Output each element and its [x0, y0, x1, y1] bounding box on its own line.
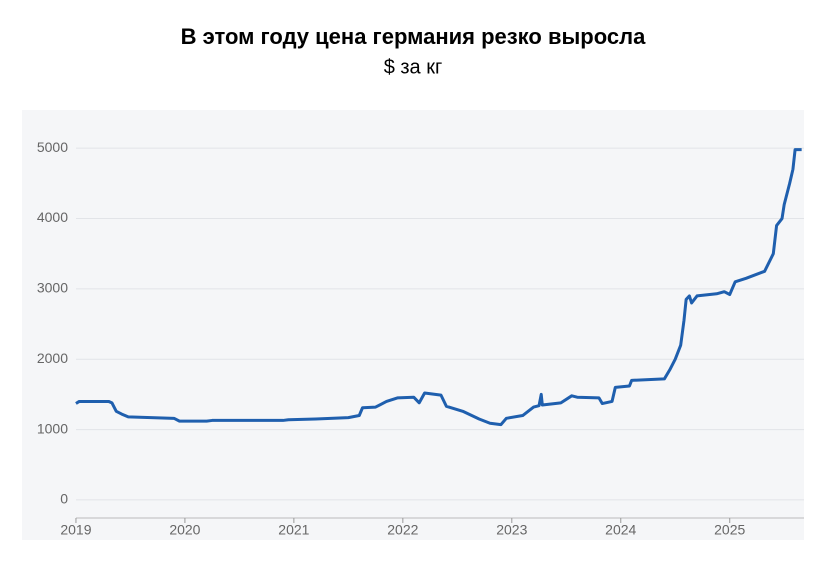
x-tick-label: 2022: [387, 522, 418, 538]
line: [75, 148, 802, 427]
x-tick-label: 2023: [496, 522, 527, 538]
chart-subtitle: $ за кг: [384, 56, 443, 78]
x-tick-label: 2024: [605, 522, 636, 538]
y-tick-label: 1000: [37, 420, 68, 436]
x-tick-label: 2020: [169, 522, 200, 538]
x-tick-label: 2019: [60, 522, 91, 538]
x-tick-label: 2025: [714, 522, 745, 538]
y-tick-label: 3000: [37, 280, 68, 296]
y-tick-label: 5000: [37, 139, 68, 155]
y-tick-label: 2000: [37, 350, 68, 366]
plot-panel: [22, 110, 804, 540]
y-tick-label: 0: [60, 491, 68, 507]
x-tick-label: 2021: [278, 522, 309, 538]
chart-title: В этом году цена германия резко выросла: [181, 24, 646, 49]
y-tick-label: 4000: [37, 209, 68, 225]
